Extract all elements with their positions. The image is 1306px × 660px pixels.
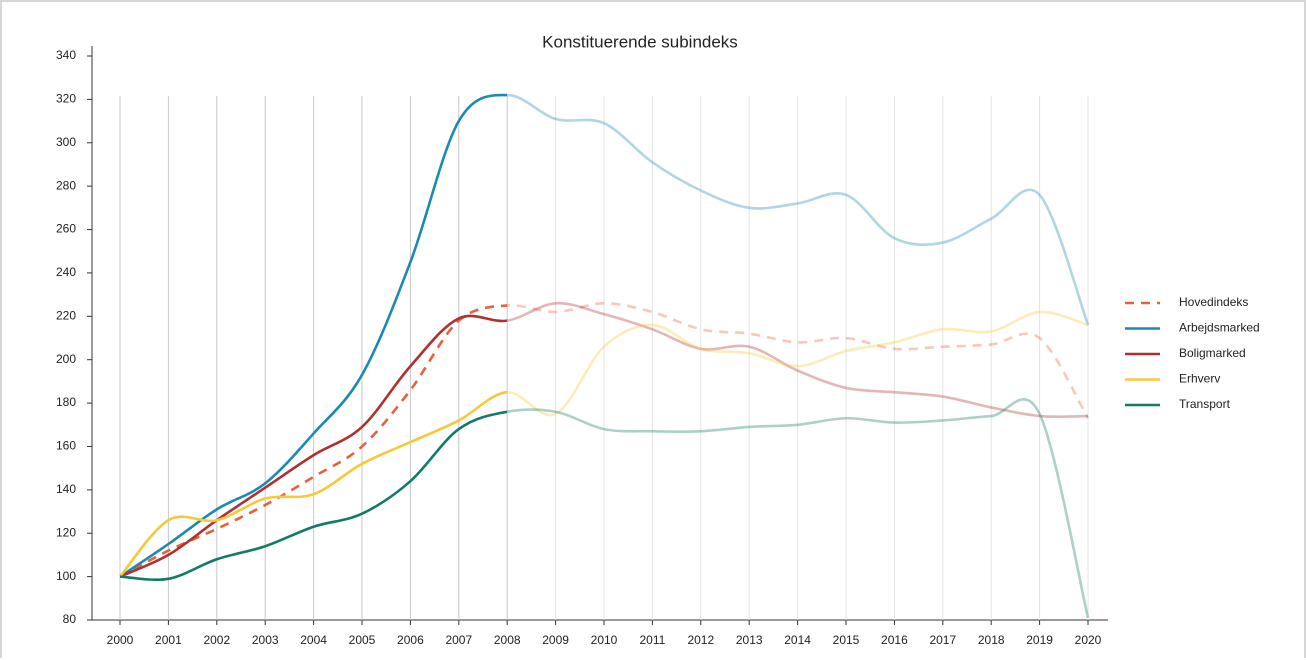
y-tick-label: 220 bbox=[56, 308, 76, 322]
x-tick-label: 2016 bbox=[881, 633, 908, 647]
x-tick-label: 2002 bbox=[203, 633, 230, 647]
x-tick-label: 2019 bbox=[1026, 633, 1053, 647]
series-line bbox=[119, 301, 1089, 578]
x-tick-label: 2011 bbox=[639, 633, 665, 647]
x-tick-label: 2001 bbox=[155, 633, 182, 647]
y-tick-label: 340 bbox=[56, 48, 76, 62]
series-line bbox=[119, 301, 1090, 578]
series-line bbox=[119, 310, 1089, 578]
y-tick-label: 200 bbox=[56, 352, 76, 366]
x-tick-label: 2015 bbox=[833, 633, 860, 647]
y-tick-label: 120 bbox=[56, 525, 76, 539]
x-tick-label: 2004 bbox=[300, 633, 327, 647]
x-tick-label: 2017 bbox=[929, 633, 956, 647]
series-line bbox=[119, 398, 1090, 619]
y-tick-label: 300 bbox=[56, 135, 76, 149]
x-tick-label: 2018 bbox=[978, 633, 1005, 647]
legend-label: Boligmarked bbox=[1179, 346, 1246, 360]
y-tick-label: 260 bbox=[56, 222, 76, 236]
y-tick-label: 160 bbox=[56, 439, 76, 453]
x-tick-label: 2006 bbox=[397, 633, 424, 647]
x-tick-label: 2020 bbox=[1075, 633, 1102, 647]
y-tick-label: 80 bbox=[63, 612, 77, 626]
series-line bbox=[119, 93, 1090, 578]
y-tick-label: 240 bbox=[56, 265, 76, 279]
x-tick-label: 2014 bbox=[784, 633, 811, 647]
x-tick-label: 2012 bbox=[687, 633, 714, 647]
x-tick-label: 2007 bbox=[445, 633, 472, 647]
legend-label: Hovedindeks bbox=[1179, 295, 1248, 309]
chart-title: Konstituerende subindeks bbox=[542, 32, 738, 51]
y-tick-label: 100 bbox=[56, 569, 76, 583]
y-tick-label: 140 bbox=[56, 482, 76, 496]
y-tick-label: 280 bbox=[56, 178, 76, 192]
x-tick-label: 2003 bbox=[252, 633, 279, 647]
legend-label: Erhverv bbox=[1179, 372, 1220, 386]
x-tick-label: 2013 bbox=[736, 633, 763, 647]
x-tick-label: 2010 bbox=[591, 633, 618, 647]
x-tick-label: 2009 bbox=[542, 633, 569, 647]
legend-label: Arbejdsmarked bbox=[1179, 321, 1260, 335]
y-tick-label: 180 bbox=[56, 395, 76, 409]
x-tick-label: 2008 bbox=[494, 633, 521, 647]
x-tick-label: 2000 bbox=[107, 633, 134, 647]
legend-label: Transport bbox=[1179, 397, 1231, 411]
x-tick-label: 2005 bbox=[349, 633, 376, 647]
y-tick-label: 320 bbox=[56, 92, 76, 106]
